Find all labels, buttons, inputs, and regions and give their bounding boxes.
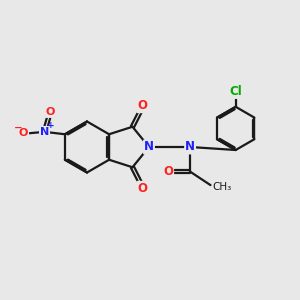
Text: O: O: [163, 165, 173, 178]
Text: +: +: [47, 121, 55, 130]
Text: N: N: [185, 140, 195, 154]
Text: Cl: Cl: [229, 85, 242, 98]
Text: N: N: [144, 140, 154, 154]
Text: −: −: [14, 123, 22, 133]
Text: O: O: [137, 99, 147, 112]
Text: O: O: [46, 107, 55, 117]
Text: N: N: [40, 127, 49, 137]
Text: O: O: [19, 128, 28, 138]
Text: O: O: [137, 182, 147, 195]
Text: CH₃: CH₃: [212, 182, 231, 192]
